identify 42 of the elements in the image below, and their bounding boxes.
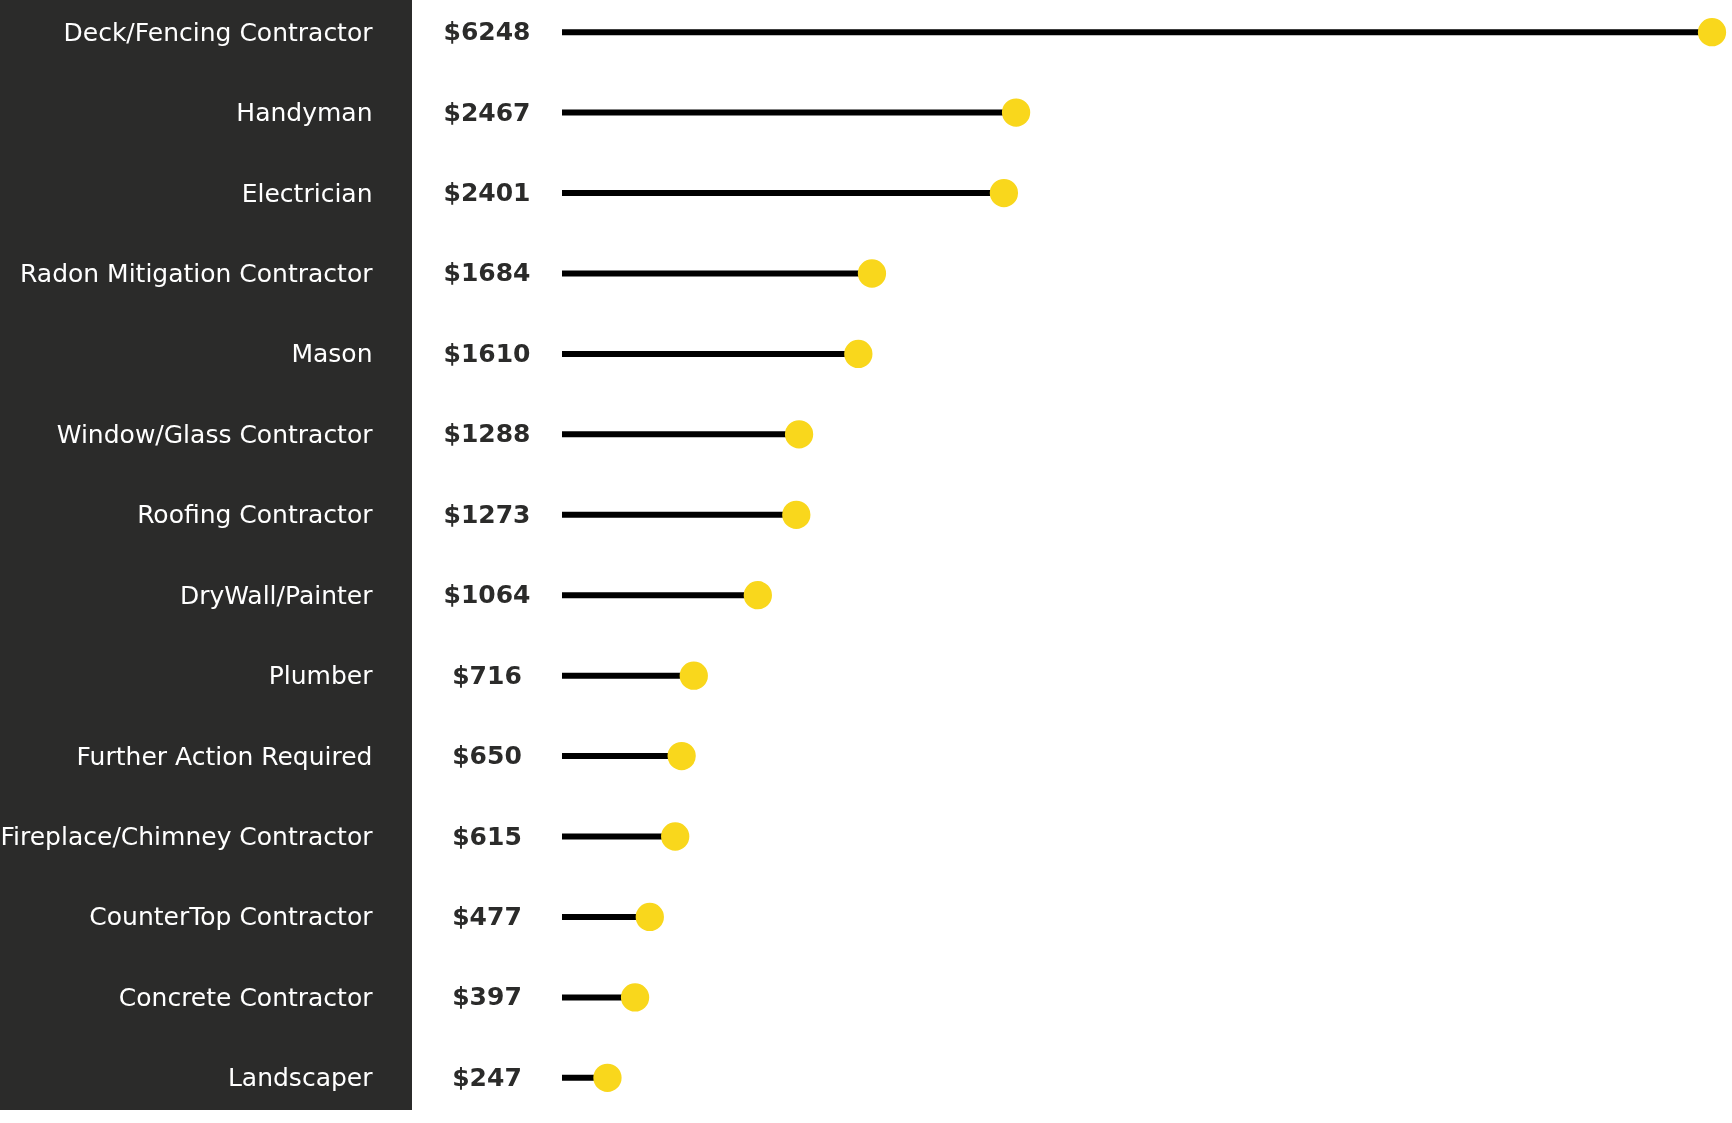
point — [667, 741, 696, 771]
point — [857, 259, 887, 288]
y-tick-label: CounterTop Contractor — [89, 902, 374, 932]
data-label: $716 — [452, 660, 522, 690]
data-label: $2401 — [443, 178, 531, 208]
data-label: $1610 — [443, 338, 531, 368]
point — [1001, 98, 1031, 127]
data-label: $247 — [452, 1062, 522, 1092]
y-tick-label: Landscaper — [227, 1063, 374, 1093]
y-tick-label: Handyman — [236, 98, 373, 128]
data-label: $6248 — [443, 17, 531, 47]
data-label: $477 — [452, 901, 522, 931]
point — [620, 983, 650, 1012]
y-tick-label: Fireplace/Chimney Contractor — [0, 822, 374, 852]
y-tick-label: Radon Mitigation Contractor — [19, 258, 374, 288]
data-label: $1684 — [443, 258, 531, 288]
point — [743, 581, 772, 610]
y-tick-label: Window/Glass Contractor — [56, 419, 374, 449]
data-label: $1288 — [443, 419, 531, 449]
data-label: $397 — [452, 982, 522, 1012]
data-label: $1273 — [443, 499, 531, 529]
y-tick-label: Deck/Fencing Contractor — [63, 17, 374, 47]
y-tick-label: Concrete Contractor — [118, 982, 374, 1012]
data-label: $1064 — [443, 580, 531, 610]
point — [782, 500, 811, 529]
point — [635, 902, 664, 932]
y-tick-label: DryWall/Painter — [179, 580, 374, 610]
point — [661, 822, 690, 851]
y-tick-label: Plumber — [268, 661, 374, 691]
data-label: $2467 — [443, 97, 531, 127]
point — [679, 661, 708, 690]
data-label: $650 — [452, 741, 522, 771]
data-label: $615 — [452, 821, 522, 851]
y-tick-label: Electrician — [241, 178, 373, 208]
y-tick-label: Mason — [291, 339, 373, 369]
y-tick-label: Roofing Contractor — [137, 500, 374, 530]
point — [989, 178, 1019, 208]
point — [784, 420, 814, 449]
point — [1697, 18, 1727, 47]
y-tick-label: Further Action Required — [76, 741, 373, 771]
point — [593, 1063, 622, 1092]
point — [844, 339, 873, 369]
